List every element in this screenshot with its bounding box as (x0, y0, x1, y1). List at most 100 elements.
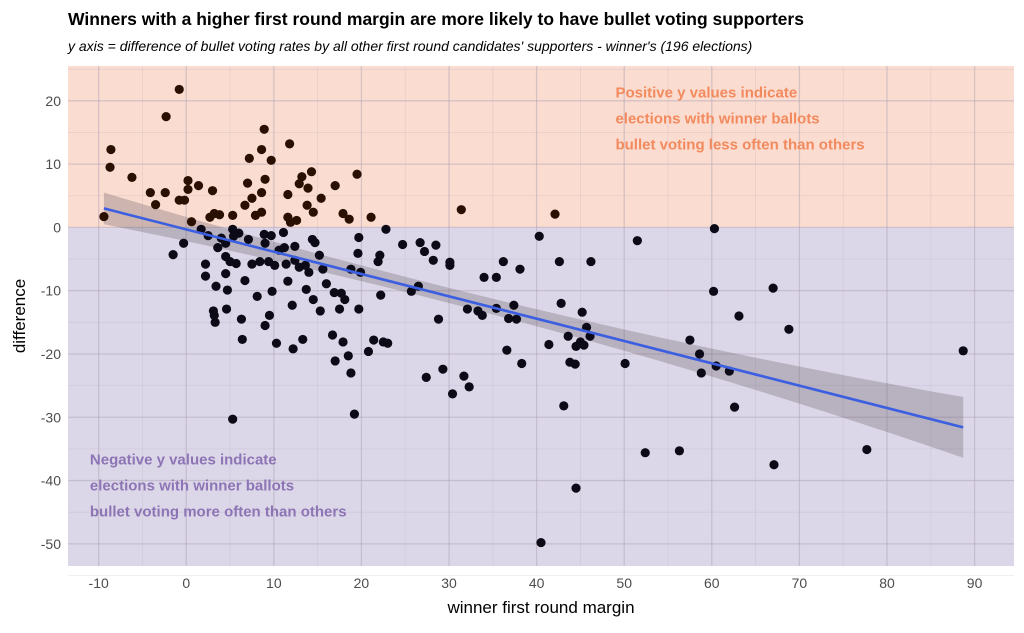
data-point (563, 331, 573, 341)
data-point (221, 268, 231, 279)
data-point (674, 446, 684, 456)
data-point (349, 409, 360, 419)
data-point (214, 210, 225, 220)
data-point (491, 272, 501, 282)
data-point (260, 238, 270, 248)
y-axis-ticks: 20 10 0 -10 -20 -30 -40 -50 (41, 93, 61, 552)
y-tick-label: 0 (53, 219, 61, 235)
data-point (338, 337, 348, 347)
data-point (200, 259, 211, 269)
x-tick-label: 70 (792, 575, 808, 591)
data-point (445, 257, 455, 267)
data-point (256, 187, 267, 198)
data-point (376, 290, 386, 300)
data-point (193, 181, 204, 191)
data-point (318, 264, 328, 274)
data-point (428, 255, 438, 265)
data-point (577, 307, 587, 317)
x-axis-label: winner first round margin (446, 598, 634, 617)
chart-subtitle: y axis = difference of bullet voting rat… (67, 38, 752, 54)
data-point (415, 237, 425, 248)
x-tick-label: 40 (529, 575, 545, 591)
data-point (302, 200, 312, 210)
data-point (640, 448, 650, 458)
data-point (620, 358, 630, 369)
data-point (438, 364, 448, 374)
data-point (694, 349, 705, 359)
data-point (179, 195, 190, 205)
data-point (290, 241, 300, 251)
data-point (369, 335, 379, 345)
data-point (210, 317, 220, 327)
regression-line-group (103, 207, 964, 429)
data-point (252, 291, 262, 301)
data-point (769, 460, 779, 470)
data-point (260, 174, 270, 184)
data-point (550, 209, 560, 219)
data-point (174, 84, 184, 95)
data-point (183, 175, 193, 186)
data-point (459, 371, 469, 381)
data-point (334, 304, 345, 314)
y-tick-label: 10 (45, 156, 61, 172)
data-point (685, 335, 695, 345)
data-point (340, 294, 350, 305)
data-point (242, 178, 253, 188)
data-point (298, 334, 308, 345)
x-tick-label: 0 (182, 575, 190, 591)
data-point (327, 330, 338, 340)
data-point (344, 214, 354, 224)
data-point (259, 229, 269, 239)
data-point (222, 285, 233, 295)
background-regions (68, 66, 1014, 567)
data-point (421, 372, 431, 382)
positive-annotation-line: bullet voting less often than others (615, 137, 864, 154)
negative-annotation-line: Negative y values indicate (90, 452, 277, 469)
data-point (734, 311, 744, 321)
x-tick-label: 60 (704, 575, 720, 591)
negative-annotation-line: elections with winner ballots (90, 478, 294, 495)
data-point (240, 200, 250, 210)
data-point (281, 259, 291, 269)
data-point (729, 402, 740, 412)
y-tick-label: -20 (41, 346, 61, 362)
data-point (315, 306, 325, 316)
data-point (145, 187, 155, 198)
data-point (270, 260, 280, 270)
data-point (287, 300, 297, 310)
data-point (209, 310, 219, 320)
data-point (207, 186, 218, 196)
data-point (353, 248, 363, 258)
data-point (456, 205, 466, 215)
data-point (343, 351, 353, 361)
data-point (517, 358, 527, 369)
data-point (709, 224, 720, 234)
data-point (240, 275, 250, 286)
grid-lines (68, 66, 1014, 576)
data-point (503, 313, 514, 324)
y-tick-label: 20 (45, 93, 61, 109)
data-point (221, 304, 232, 314)
y-tick-label: -30 (41, 409, 61, 425)
data-point (375, 250, 385, 260)
data-point (363, 346, 374, 357)
data-point (464, 382, 474, 392)
data-point (571, 483, 581, 493)
negative-region (68, 227, 1014, 567)
data-point (338, 208, 348, 219)
data-point (310, 237, 320, 248)
x-tick-label: 10 (266, 575, 282, 591)
data-point (329, 287, 339, 298)
data-point (256, 144, 267, 155)
data-point (236, 314, 247, 324)
y-tick-label: -50 (41, 536, 61, 552)
data-point (314, 250, 324, 260)
data-point (292, 215, 302, 226)
data-point (228, 210, 238, 220)
data-point (554, 256, 564, 267)
y-tick-label: -40 (41, 473, 61, 489)
data-point (477, 310, 487, 320)
data-point (266, 155, 276, 165)
y-axis-label: difference (10, 279, 29, 353)
